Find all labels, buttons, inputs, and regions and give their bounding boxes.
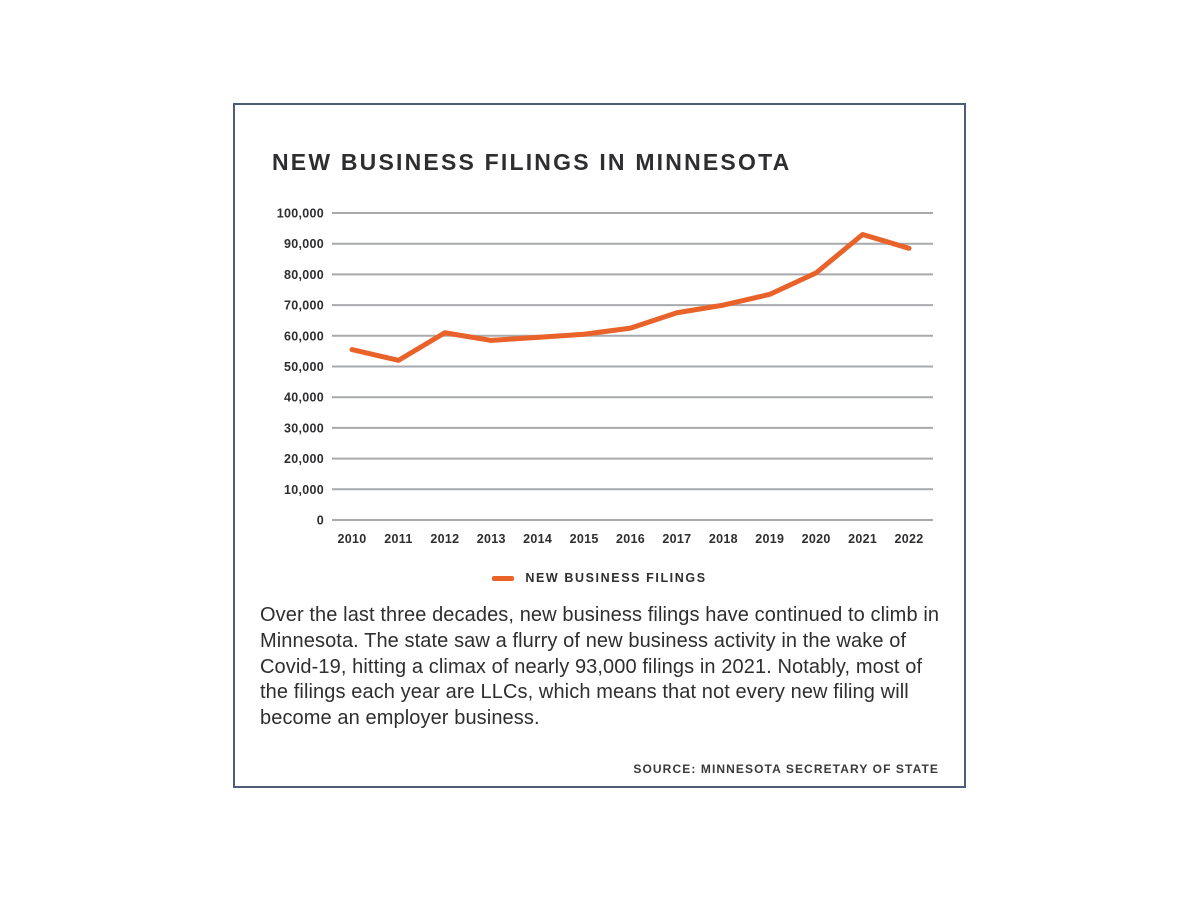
gridlines <box>332 212 933 521</box>
svg-text:2016: 2016 <box>616 532 645 546</box>
svg-text:100,000: 100,000 <box>277 207 324 221</box>
svg-text:70,000: 70,000 <box>284 299 324 313</box>
chart-card: NEW BUSINESS FILINGS IN MINNESOTA 0 10,00… <box>233 103 966 788</box>
source-credit: SOURCE: MINNESOTA SECRETARY OF STATE <box>633 762 939 776</box>
svg-text:30,000: 30,000 <box>284 421 324 435</box>
x-axis-labels: 2010 2011 2012 2013 2014 2015 2016 2017 2018 2019… <box>337 532 923 546</box>
svg-text:80,000: 80,000 <box>284 268 324 282</box>
data-line <box>349 231 912 363</box>
svg-text:40,000: 40,000 <box>284 391 324 405</box>
legend-label: NEW BUSINESS FILINGS <box>525 571 707 585</box>
svg-text:20,000: 20,000 <box>284 452 324 466</box>
chart-legend: NEW BUSINESS FILINGS <box>235 571 964 585</box>
svg-text:2012: 2012 <box>430 532 459 546</box>
legend-dash-icon <box>492 575 515 581</box>
svg-text:60,000: 60,000 <box>284 329 324 343</box>
chart-area: 0 10,000 20,000 30,000 40,000 50,000 60,000 70,… <box>267 200 967 550</box>
caption-text: Over the last three decades, new busines… <box>260 604 940 730</box>
svg-text:2017: 2017 <box>662 532 691 546</box>
svg-text:2022: 2022 <box>894 532 923 546</box>
svg-text:10,000: 10,000 <box>284 483 324 497</box>
svg-text:2010: 2010 <box>337 532 366 546</box>
chart-title: NEW BUSINESS FILINGS IN MINNESOTA <box>272 149 792 175</box>
svg-text:2011: 2011 <box>384 532 412 546</box>
svg-text:2013: 2013 <box>477 532 506 546</box>
svg-text:50,000: 50,000 <box>284 360 324 374</box>
svg-text:0: 0 <box>317 514 324 528</box>
svg-text:2014: 2014 <box>523 532 552 546</box>
svg-text:2020: 2020 <box>802 532 831 546</box>
y-axis-labels: 0 10,000 20,000 30,000 40,000 50,000 60,000 70,… <box>277 207 324 528</box>
svg-text:2018: 2018 <box>709 532 738 546</box>
line-chart: 0 10,000 20,000 30,000 40,000 50,000 60,000 70,… <box>277 207 933 546</box>
svg-text:2015: 2015 <box>570 532 599 546</box>
svg-text:90,000: 90,000 <box>284 237 324 251</box>
svg-text:2019: 2019 <box>755 532 784 546</box>
svg-text:2021: 2021 <box>848 532 877 546</box>
